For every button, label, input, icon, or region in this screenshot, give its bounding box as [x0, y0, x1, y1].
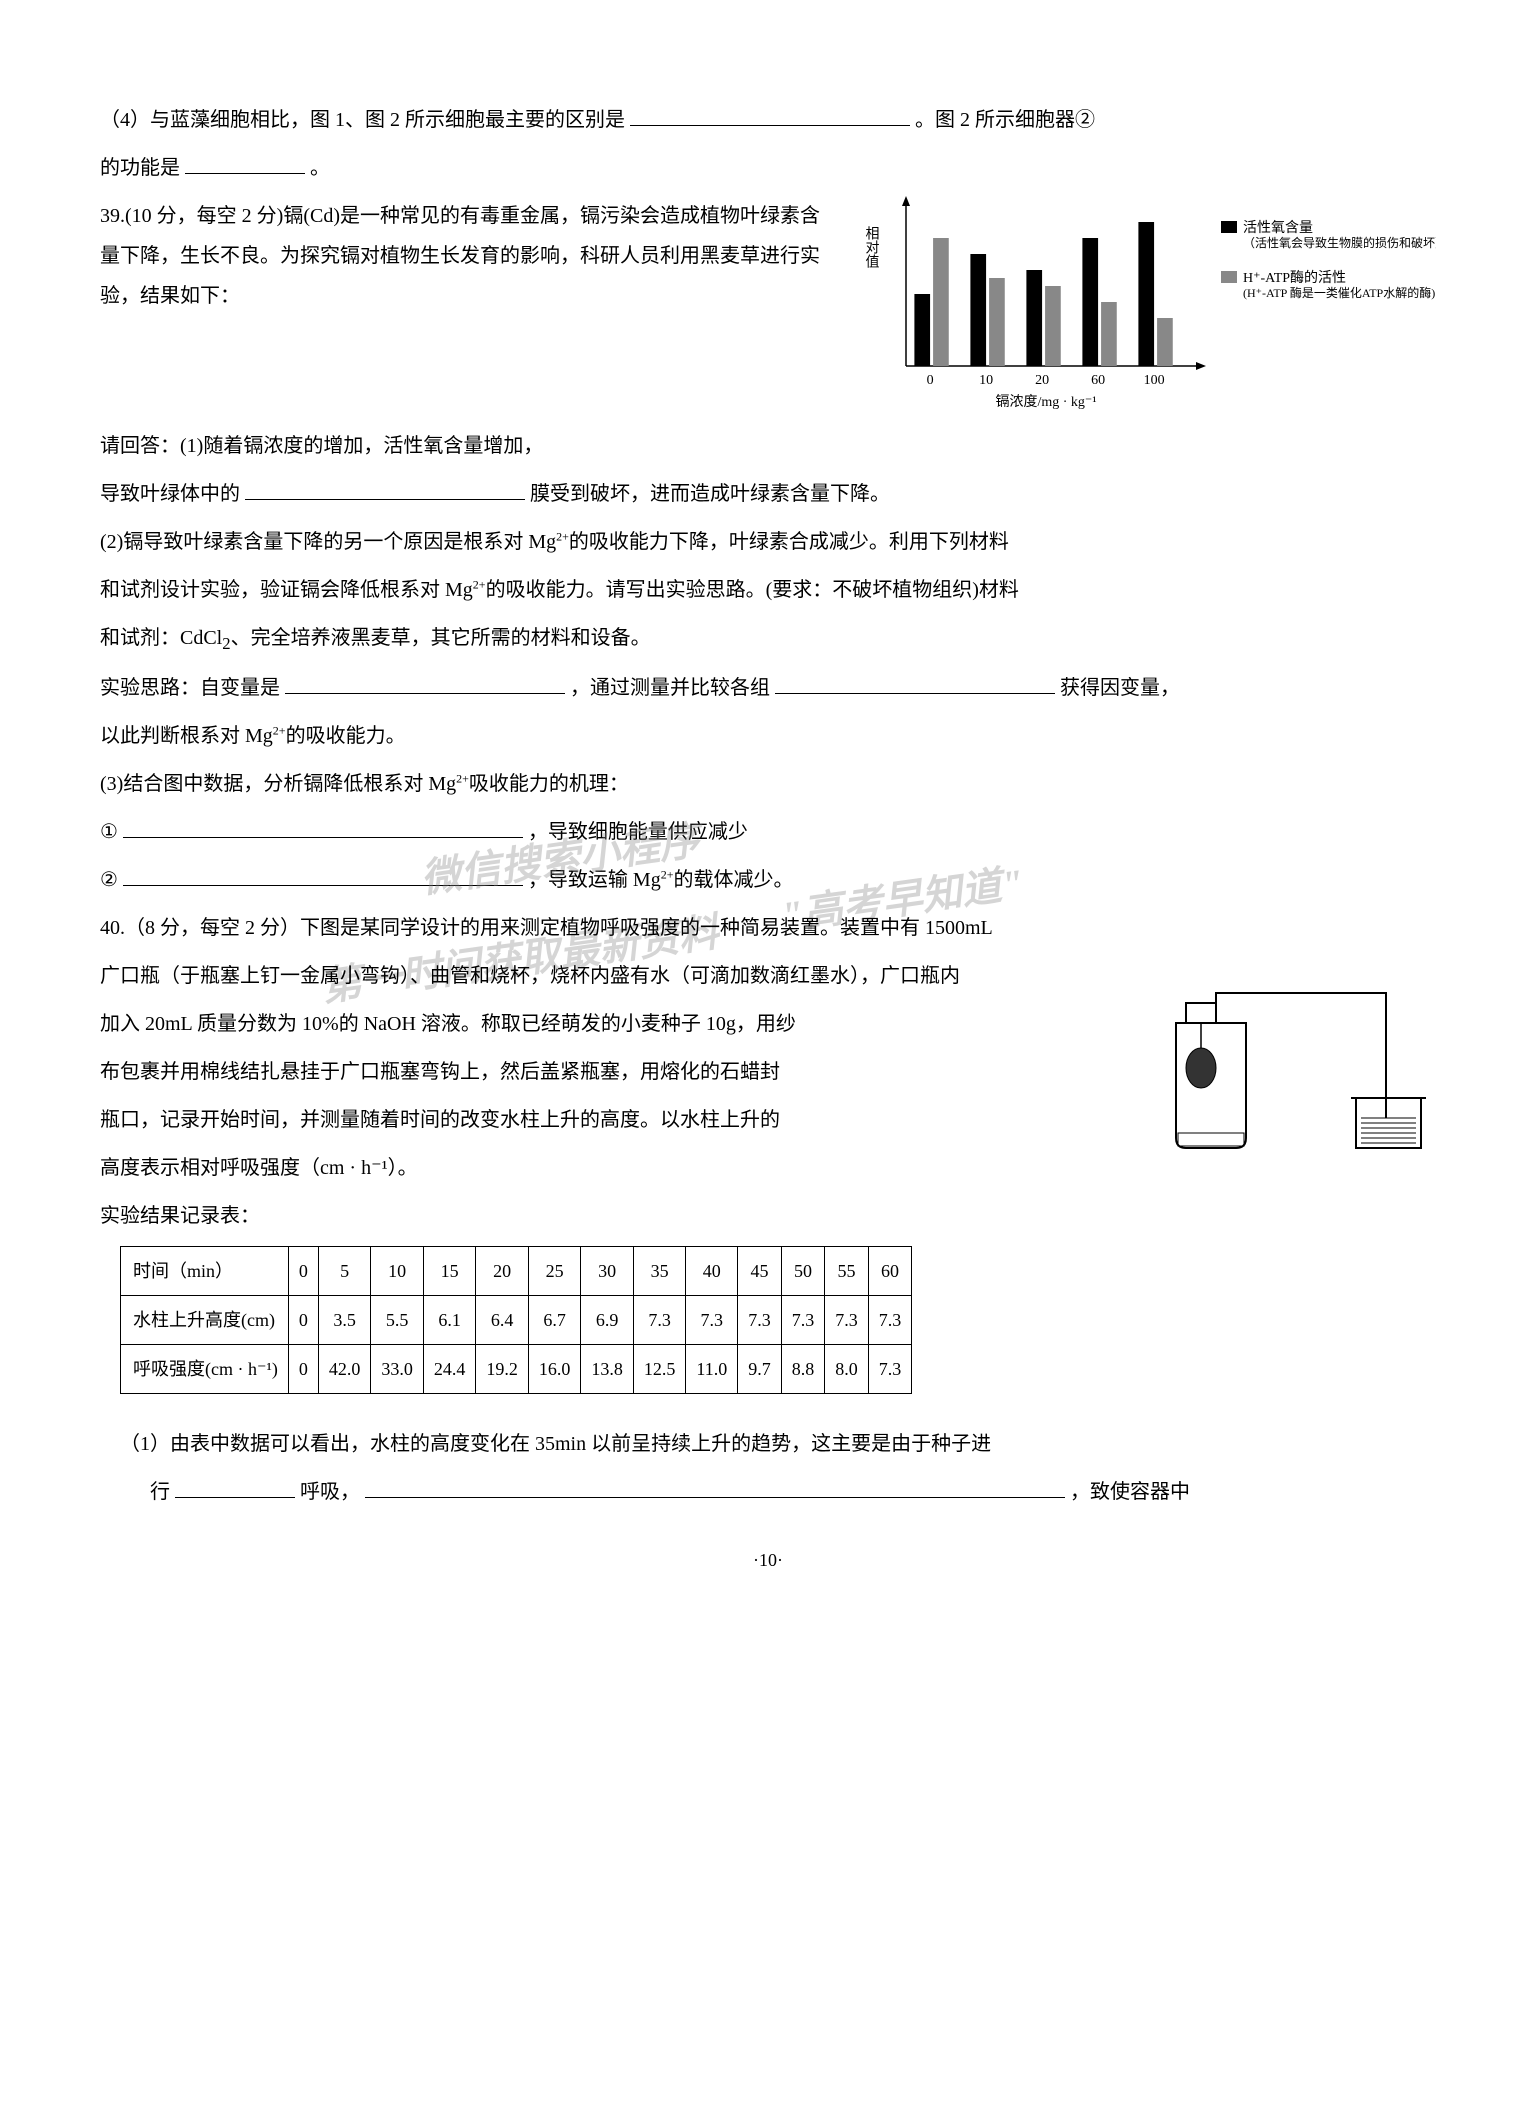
- q39-p2g-text: 以此判断根系对 Mg: [100, 725, 273, 747]
- row-header-intensity: 呼吸强度(cm · h⁻¹): [121, 1345, 289, 1394]
- q40-q1b: 行 呼吸， ，致使容器中: [100, 1472, 1436, 1512]
- q39-p1c-text: 膜受到破坏，进而造成叶绿素含量下降。: [530, 483, 890, 505]
- q39-blank5: [123, 885, 523, 886]
- q39-p1b: 导致叶绿体中的 膜受到破坏，进而造成叶绿素含量下降。: [100, 474, 1436, 514]
- q39-intro-text: 39.(10 分，每空 2 分)镉(Cd)是一种常见的有毒重金属，镉污染会造成植…: [100, 196, 836, 426]
- svg-text:60: 60: [1091, 373, 1105, 388]
- table-row-height: 水柱上升高度(cm) 0 3.5 5.5 6.1 6.4 6.7 6.9 7.3…: [121, 1296, 912, 1345]
- svg-text:相对值: 相对值: [864, 226, 880, 268]
- q39-p3a-text: (3)结合图中数据，分析镉降低根系对 Mg: [100, 773, 456, 795]
- svg-text:0: 0: [927, 373, 934, 388]
- q38-4-text-c: 的功能是: [100, 157, 180, 179]
- q38-4-text-a: （4）与蓝藻细胞相比，图 1、图 2 所示细胞最主要的区别是: [100, 109, 625, 131]
- svg-text:（活性氧会导致生物膜的损伤和破坏）: （活性氧会导致生物膜的损伤和破坏）: [1243, 235, 1436, 250]
- svg-text:活性氧含量: 活性氧含量: [1243, 220, 1313, 236]
- q39-p2d: 实验思路：自变量是 ，通过测量并比较各组 获得因变量，: [100, 668, 1436, 708]
- row-header-time: 时间（min）: [121, 1247, 289, 1296]
- q39-p2g: 以此判断根系对 Mg2+的吸收能力。: [100, 716, 1436, 756]
- svg-text:(H⁺-ATP 酶是一类催化ATP水解的酶): (H⁺-ATP 酶是一类催化ATP水解的酶): [1243, 285, 1435, 300]
- q39-p3c-text: ，导致细胞能量供应减少: [528, 821, 748, 843]
- q39-blank2: [285, 693, 565, 694]
- q39-header: 39.(10 分，每空 2 分)镉(Cd)是一种常见的有毒重金属，镉污染会造成植…: [100, 205, 820, 307]
- q39-p2a2-text: 的吸收能力下降，叶绿素合成减少。利用下列材料: [569, 531, 1009, 553]
- q40-p3: 布包裹并用棉线结扎悬挂于广口瓶塞弯钩上，然后盖紧瓶塞，用熔化的石蜡封: [100, 1052, 1136, 1092]
- page-number: ·10·: [100, 1542, 1436, 1578]
- svg-text:H⁺-ATP酶的活性: H⁺-ATP酶的活性: [1243, 270, 1346, 286]
- q39-p2e-text: ，通过测量并比较各组: [570, 677, 770, 699]
- q40-blank2: [365, 1497, 1065, 1498]
- q40-q1c-text: 呼吸，: [300, 1481, 360, 1503]
- svg-text:20: 20: [1035, 373, 1049, 388]
- q40-q1d-text: ，致使容器中: [1070, 1481, 1190, 1503]
- apparatus-diagram: [1156, 988, 1436, 1168]
- q38-4-line1: （4）与蓝藻细胞相比，图 1、图 2 所示细胞最主要的区别是 。图 2 所示细胞…: [100, 100, 1436, 140]
- q39-p2g2-text: 的吸收能力。: [286, 725, 406, 747]
- q38-4-line2: 的功能是 。: [100, 148, 1436, 188]
- q39-p3e-text: ，导致运输 Mg: [528, 869, 661, 891]
- q39-p2a: (2)镉导致叶绿素含量下降的另一个原因是根系对 Mg2+的吸收能力下降，叶绿素合…: [100, 522, 1436, 562]
- q40-p2: 加入 20mL 质量分数为 10%的 NaOH 溶液。称取已经萌发的小麦种子 1…: [100, 1004, 1136, 1044]
- svg-text:100: 100: [1144, 373, 1165, 388]
- q40-header: 40.（8 分，每空 2 分）下图是某同学设计的用来测定植物呼吸强度的一种简易装…: [100, 908, 1436, 948]
- table-row-intensity: 呼吸强度(cm · h⁻¹) 0 42.0 33.0 24.4 19.2 16.…: [121, 1345, 912, 1394]
- q39-container: 39.(10 分，每空 2 分)镉(Cd)是一种常见的有毒重金属，镉污染会造成植…: [100, 196, 1436, 426]
- q39-p3e2-text: 的载体减少。: [674, 869, 794, 891]
- q40-q1b-text: 行: [150, 1481, 170, 1503]
- q40-p4: 瓶口，记录开始时间，并测量随着时间的改变水柱上升的高度。以水柱上升的: [100, 1100, 1136, 1140]
- q39-blank4: [123, 837, 523, 838]
- svg-text:10: 10: [979, 373, 993, 388]
- q40-p5: 高度表示相对呼吸强度（cm · h⁻¹）。: [100, 1148, 1136, 1188]
- q39-p2f-text: 获得因变量，: [1060, 677, 1180, 699]
- q39-p1b-text: 导致叶绿体中的: [100, 483, 240, 505]
- q38-4-text-d: 。: [310, 157, 330, 179]
- q38-4-text-b: 。图 2 所示细胞器②: [915, 109, 1095, 131]
- q39-p2c: 和试剂：CdCl2、完全培养液黑麦草，其它所需的材料和设备。: [100, 618, 1436, 660]
- q39-p3d-text: ②: [100, 869, 118, 891]
- q39-p2d-text: 实验思路：自变量是: [100, 677, 280, 699]
- q39-p2b: 和试剂设计实验，验证镉会降低根系对 Mg2+的吸收能力。请写出实验思路。(要求：…: [100, 570, 1436, 610]
- apparatus-svg: [1156, 988, 1436, 1168]
- q39-p3a: (3)结合图中数据，分析镉降低根系对 Mg2+吸收能力的机理：: [100, 764, 1436, 804]
- q39-p1: 请回答：(1)随着镉浓度的增加，活性氧含量增加，: [100, 426, 1436, 466]
- table-row-time: 时间（min） 0 5 10 15 20 25 30 35 40 45 50 5…: [121, 1247, 912, 1296]
- q39-p2b2-text: 的吸收能力。请写出实验思路。(要求：不破坏植物组织)材料: [486, 579, 1019, 601]
- q39-p2c2-text: 、完全培养液黑麦草，其它所需的材料和设备。: [231, 627, 651, 649]
- q39-p2b-text: 和试剂设计实验，验证镉会降低根系对 Mg: [100, 579, 473, 601]
- q40-container: 40.（8 分，每空 2 分）下图是某同学设计的用来测定植物呼吸强度的一种简易装…: [100, 908, 1436, 1188]
- svg-text:镉浓度/mg · kg⁻¹: 镉浓度/mg · kg⁻¹: [995, 394, 1096, 410]
- q40-q1a: （1）由表中数据可以看出，水柱的高度变化在 35min 以前呈持续上升的趋势，这…: [100, 1424, 1436, 1464]
- q39-p3b-text: ①: [100, 821, 118, 843]
- q38-4-blank2: [185, 173, 305, 174]
- q39-blank1: [245, 499, 525, 500]
- q39-p3a2-text: 吸收能力的机理：: [469, 773, 629, 795]
- q39-p2a-text: (2)镉导致叶绿素含量下降的另一个原因是根系对 Mg: [100, 531, 556, 553]
- results-table: 时间（min） 0 5 10 15 20 25 30 35 40 45 50 5…: [120, 1246, 912, 1394]
- q39-blank3: [775, 693, 1055, 694]
- q39-p1-text: 请回答：(1)随着镉浓度的增加，活性氧含量增加，: [100, 435, 543, 457]
- q39-p2c-text: 和试剂：CdCl: [100, 627, 222, 649]
- row-header-height: 水柱上升高度(cm): [121, 1296, 289, 1345]
- q39-p3b: ① ，导致细胞能量供应减少: [100, 812, 1436, 852]
- q39-chart: 相对值 0 10 20 60 100 镉浓度/mg · kg⁻¹ 活性氧含量（活性氧会导致生物…: [856, 196, 1436, 426]
- q39-p3d: ② ，导致运输 Mg2+的载体减少。: [100, 860, 1436, 900]
- q38-4-blank1: [630, 125, 910, 126]
- bar-chart-svg: 相对值 0 10 20 60 100 镉浓度/mg · kg⁻¹ 活性氧含量（活性氧会导致生物…: [856, 196, 1436, 426]
- q40-table-title: 实验结果记录表：: [100, 1196, 1436, 1236]
- q40-blank1: [175, 1497, 295, 1498]
